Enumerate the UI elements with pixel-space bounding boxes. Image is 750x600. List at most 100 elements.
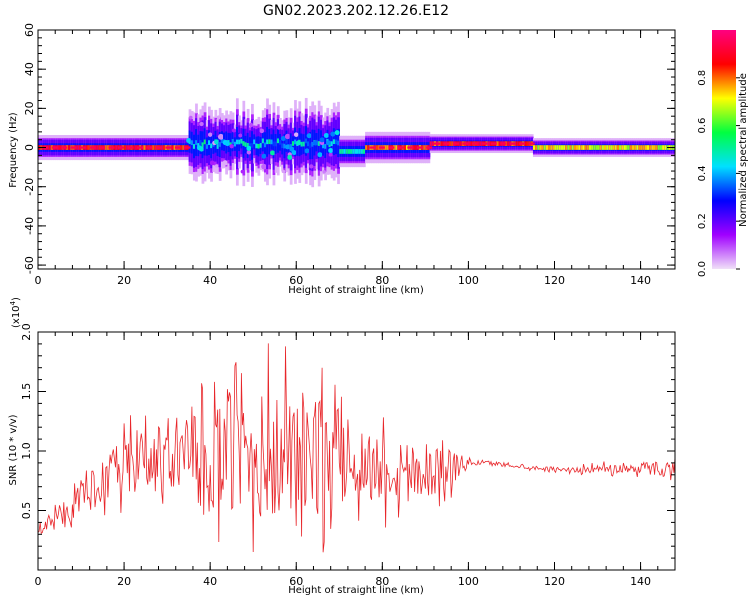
heatmap-blob	[306, 133, 312, 139]
heatmap-cell	[623, 145, 627, 150]
heatmap-blob	[261, 153, 267, 159]
heatmap-cell	[539, 145, 543, 150]
heatmap-cell	[365, 145, 368, 150]
heatmap-ridge	[433, 142, 440, 145]
heatmap-cell	[65, 145, 69, 150]
colorbar-label: Normalized spectral amplitude	[738, 73, 749, 227]
heatmap-cell	[554, 145, 558, 150]
heatmap-cell	[57, 145, 61, 150]
y-tick-label: -40	[23, 217, 36, 235]
heatmap-cell	[358, 149, 362, 154]
heatmap-cell	[614, 145, 618, 150]
y-tick-label: 20	[23, 101, 36, 115]
heatmap-ridge	[174, 146, 181, 149]
heatmap-speck	[293, 132, 299, 137]
heatmap-blob	[326, 140, 332, 146]
heatmap-cell	[68, 145, 71, 150]
heatmap-cell	[304, 138, 308, 144]
heatmap-cell	[507, 141, 510, 146]
heatmap-cell	[291, 141, 295, 146]
heatmap-blob	[313, 140, 319, 146]
heatmap-speck	[207, 132, 213, 137]
heatmap-cell	[205, 144, 209, 149]
heatmap-speck	[281, 169, 286, 174]
heatmap-speck	[216, 115, 221, 120]
heatmap-cell	[595, 145, 599, 150]
heatmap-cell	[279, 139, 282, 145]
heatmap-blob	[285, 144, 291, 150]
heatmap-cell	[412, 145, 416, 150]
heatmap-cell	[281, 143, 284, 149]
heatmap-cell	[233, 141, 237, 147]
figure-title: GN02.2023.202.12.26.E12	[263, 3, 449, 19]
heatmap-cell	[266, 139, 269, 145]
heatmap-cell	[302, 141, 306, 147]
y-tick-label: 0.5	[20, 502, 33, 520]
heatmap-cell	[496, 141, 500, 146]
heatmap-ridge	[452, 142, 459, 145]
heatmap-cell	[134, 145, 138, 150]
heatmap-cell	[638, 145, 642, 150]
heatmap-cell	[545, 145, 549, 150]
y-tick-label: 1.5	[20, 383, 33, 401]
heatmap-cell	[662, 145, 665, 150]
x-tick-label: 100	[458, 575, 479, 588]
heatmap-cell	[543, 145, 547, 150]
heatmap-ridge	[108, 146, 115, 149]
heatmap-ridge	[388, 146, 395, 149]
colorbar-ticks: 0.0 0.2 0.4 0.6 0.8	[697, 70, 740, 277]
heatmap-cell	[451, 141, 454, 146]
heatmap-cell	[423, 145, 426, 150]
snr-series-line	[38, 343, 675, 553]
heatmap-cell	[352, 149, 355, 154]
colorbar-tick-label: 0.8	[697, 70, 708, 86]
heatmap-cell	[218, 142, 222, 147]
heatmap-cell	[573, 145, 577, 150]
heatmap-cell	[311, 141, 315, 147]
heatmap-ridge	[462, 142, 469, 145]
heatmap-ridge	[89, 146, 96, 149]
heatmap-cell	[341, 149, 345, 154]
heatmap-speck	[284, 133, 291, 140]
heatmap-cell	[283, 143, 287, 149]
heatmap-cell	[257, 143, 261, 149]
heatmap-cell	[115, 145, 119, 150]
spectrogram-xlabel: Height of straight line (km)	[288, 285, 424, 296]
heatmap-speck	[231, 128, 236, 133]
heatmap-blob	[295, 140, 301, 146]
heatmap-ridge	[471, 142, 478, 145]
x-tick-label: 20	[117, 274, 131, 287]
heatmap-ridge	[528, 142, 535, 145]
heatmap-speck	[229, 144, 234, 149]
heatmap-cell	[591, 145, 594, 150]
heatmap-cell	[85, 145, 89, 150]
heatmap-speck	[322, 170, 326, 174]
heatmap-cell	[649, 145, 652, 150]
heatmap-speck	[238, 133, 243, 138]
heatmap-cell	[584, 145, 588, 150]
heatmap-cell	[96, 145, 99, 150]
x-tick-label: 140	[630, 274, 651, 287]
heatmap-cell	[334, 139, 338, 145]
heatmap-speck	[240, 169, 245, 174]
heatmap-cell	[642, 145, 646, 150]
heatmap-speck	[276, 125, 282, 130]
heatmap-ridge	[51, 146, 58, 149]
snr-multiplier: (x104)	[9, 297, 22, 328]
heatmap-cell	[162, 145, 166, 150]
heatmap-cell	[339, 149, 343, 154]
heatmap-cell	[240, 138, 244, 144]
heatmap-cell	[272, 141, 276, 147]
heatmap-cell	[459, 141, 463, 146]
heatmap-cell	[251, 143, 254, 148]
heatmap-cell	[664, 145, 667, 150]
heatmap-cell	[644, 145, 648, 150]
heatmap-cell	[199, 140, 203, 145]
heatmap-speck	[222, 160, 228, 166]
heatmap-speck	[199, 121, 204, 127]
snr-ylabel: SNR (10 * v/v)	[8, 414, 19, 485]
heatmap-cell	[289, 144, 293, 149]
colorbar-tick-label: 0.2	[697, 213, 708, 229]
heatmap-cell	[515, 141, 519, 146]
y-tick-label: 2.0	[20, 323, 33, 341]
